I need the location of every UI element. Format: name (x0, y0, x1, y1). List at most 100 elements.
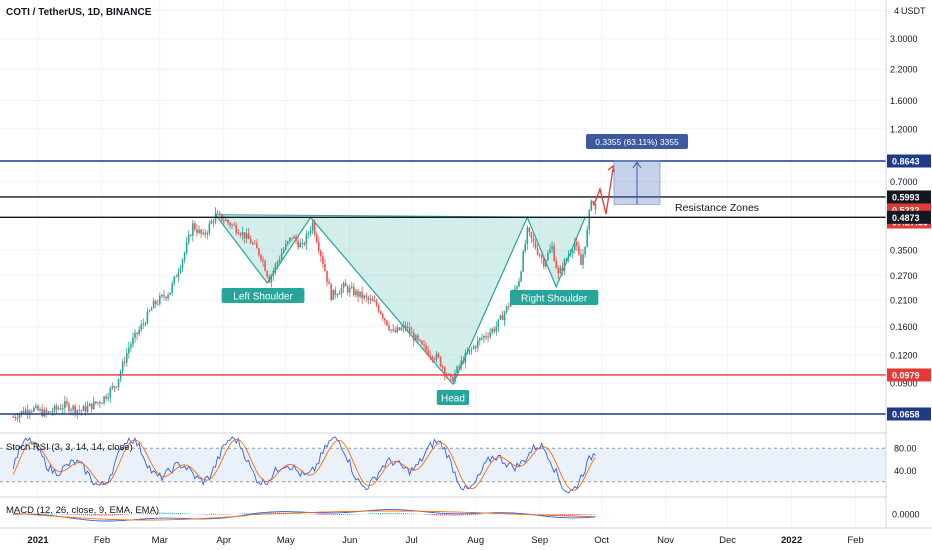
candle-body (235, 225, 237, 233)
time-tick-label: Apr (216, 535, 231, 546)
time-tick-label: Feb (94, 535, 110, 546)
candle-body (398, 327, 401, 331)
candle-body (584, 246, 586, 255)
candle (454, 369, 456, 384)
price-axis[interactable]: 4 3.0000 2.2000 1.6000 1.2000 0.7000 0.3500 0.2… (885, 0, 932, 528)
macd-histogram-bar (578, 514, 580, 516)
macd-histogram-bar (396, 512, 398, 515)
candle-body (433, 359, 436, 361)
macd-histogram-bar (122, 514, 124, 515)
macd-histogram-bar (140, 513, 142, 515)
price-badge: 0.0979 (887, 368, 931, 382)
macd-histogram-bar (99, 514, 101, 516)
macd-histogram-bar (188, 513, 190, 515)
candle (299, 238, 301, 248)
candle-body (336, 294, 339, 296)
candle-body (592, 200, 595, 204)
label-text: Head (441, 394, 465, 405)
candle-body (295, 236, 297, 241)
macd-histogram-bar (227, 514, 229, 515)
candle-body (171, 283, 173, 293)
candle (92, 396, 95, 410)
candle-body (192, 223, 194, 236)
time-tick-label: Nov (657, 535, 674, 546)
candle (549, 244, 551, 254)
candle (231, 223, 233, 229)
candle (532, 233, 535, 248)
macd-histogram-bar (169, 512, 171, 515)
candle-body (460, 360, 463, 367)
candle (109, 386, 112, 403)
candle-body (196, 229, 198, 233)
candle (303, 241, 306, 247)
candle (499, 314, 502, 321)
horizontal-levels[interactable] (0, 160, 886, 415)
candle (458, 363, 460, 372)
macd-panel[interactable]: MACD (12, 26, close, 9, EMA, EMA) (0, 496, 886, 522)
macd-histogram-bar (390, 512, 392, 515)
candle-body (82, 406, 85, 412)
candle (142, 318, 145, 329)
candle (520, 270, 522, 283)
candle (580, 248, 582, 265)
candle (495, 321, 498, 336)
label-box (436, 390, 470, 405)
candle-body (340, 287, 343, 294)
candle (216, 209, 219, 214)
candle (472, 344, 475, 350)
macd-histogram-bar (91, 514, 93, 516)
candle (53, 404, 56, 415)
measure-arrowhead (632, 161, 642, 169)
candle (185, 236, 188, 256)
macd-histogram-bar (340, 514, 342, 516)
candle (367, 295, 370, 305)
price-tick-label: 4 (894, 6, 899, 16)
macd-histogram-bar (402, 513, 404, 515)
macd-histogram-bar (394, 512, 396, 515)
candle-body (530, 232, 533, 238)
candle-body (210, 221, 213, 224)
macd-histogram-bar (272, 512, 274, 515)
time-axis[interactable]: 2021 Feb Mar Apr May Jun Jul Aug Sep Oct Nov Dec 202… (0, 527, 932, 546)
macd-histogram-bar (440, 514, 442, 516)
candle-body (470, 348, 473, 350)
candle (163, 289, 165, 301)
candle-body (348, 287, 351, 293)
label-box (221, 288, 305, 303)
stoch-rsi-panel[interactable]: Stoch RSI (3, 3, 14, 14, close) (0, 432, 886, 494)
candle-body (189, 235, 192, 237)
price-tick-label: 0.0900 (890, 379, 918, 389)
candle (194, 221, 196, 232)
candle (111, 382, 114, 390)
macd-histogram-bar (97, 514, 99, 516)
candle (88, 402, 91, 407)
candle-body (208, 223, 211, 233)
candle-body (567, 255, 570, 259)
candle-body (485, 335, 487, 337)
candle-body (315, 234, 318, 243)
candle-body (14, 416, 17, 418)
candle (307, 231, 310, 239)
candle (97, 401, 99, 406)
macd-histogram-bar (347, 514, 349, 515)
candle-body (332, 289, 335, 300)
candle (14, 414, 17, 421)
macd-histogram-bar (473, 514, 475, 515)
time-tick-label: Dec (719, 535, 736, 546)
candle (427, 346, 429, 357)
candle (33, 406, 35, 413)
candle-body (103, 396, 105, 404)
macd-histogram-bar (378, 513, 380, 515)
candle (43, 406, 45, 418)
candle-body (262, 259, 264, 262)
candle-body (495, 326, 498, 332)
candle (534, 238, 537, 250)
candle (377, 302, 380, 313)
candle-body (437, 354, 440, 357)
candle-body (320, 250, 322, 257)
candle (301, 238, 304, 249)
candle-body (441, 366, 444, 368)
candle-body (313, 222, 316, 235)
candle-body (200, 229, 202, 234)
